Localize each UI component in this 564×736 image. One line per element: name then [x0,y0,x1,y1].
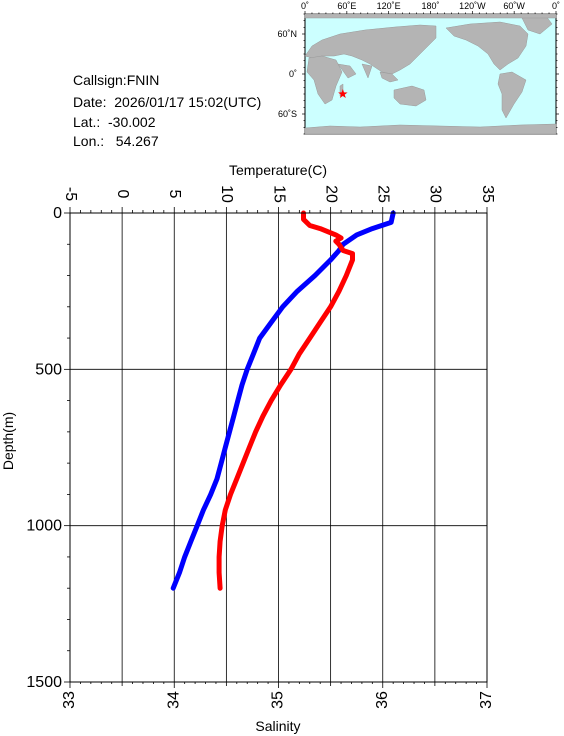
temperature-tick-label: 0 [114,190,131,199]
land-mass [304,13,557,19]
map-land [304,13,557,135]
depth-axis-title: Depth(m) [0,412,16,470]
temperature-tick-label: 10 [218,185,235,203]
station-marker-icon [338,89,348,98]
temperature-tick-label: 30 [427,185,444,203]
latitude-text: Lat.: -30.002 [73,114,156,130]
salinity-tick-label: 36 [374,691,391,709]
map-lon-label: 120˚W [459,1,486,11]
salinity-tick-label: 33 [61,691,78,709]
map-lon-labels: 0˚ 60˚E 120˚E 180˚ 120˚W 60˚W 0˚ [301,1,560,11]
longitude-text: Lon.: 54.267 [73,133,159,149]
map-lat-label: 60˚N [277,29,297,39]
temperature-tick-label: 15 [270,185,287,203]
land-mass [304,123,557,135]
salinity-tick-labels: 33 34 35 36 37 [61,691,495,709]
salinity-axis-title: Salinity [255,718,300,734]
map-lon-label: 120˚E [377,1,401,11]
land-mass [379,71,399,83]
map-lon-label: 60˚E [337,1,356,11]
temperature-tick-label: 20 [322,185,339,203]
depth-tick-labels: 0 500 1000 1500 [26,205,62,691]
land-mass [306,55,343,105]
map-lon-label: 0˚ [301,1,309,11]
map-lon-label: 0˚ [552,1,560,11]
depth-tick-label: 0 [53,205,62,222]
salinity-tick-label: 35 [270,691,287,709]
land-mass [393,85,427,107]
series-layer [170,210,396,591]
depth-tick-label: 1000 [26,518,62,535]
salinity-profile-line [216,210,355,591]
land-mass [361,63,373,79]
salinity-tick-label: 34 [165,691,182,709]
temperature-tick-label: 25 [375,185,392,203]
map-lat-label: 60˚S [278,109,297,119]
date-text: Date: 2026/01/17 15:02(UTC) [73,94,262,110]
location-map: 0˚ 60˚E 120˚E 180˚ 120˚W 60˚W 0˚ 60˚N 0˚… [277,1,560,135]
land-mass [497,71,527,119]
map-lat-labels: 60˚N 0˚ 60˚S [277,29,297,119]
temperature-tick-label: 35 [479,185,496,203]
salinity-tick-label: 37 [478,691,495,709]
temperature-tick-labels: -5 0 5 10 15 20 25 30 35 [62,185,496,203]
land-mass [337,63,357,79]
temperature-tick-label: -5 [62,187,79,201]
depth-tick-label: 500 [35,361,62,378]
land-mass [304,24,437,75]
depth-tick-label: 1500 [26,674,62,691]
land-mass [445,21,529,71]
map-lon-label: 60˚W [503,1,525,11]
axis-ticks [64,207,488,688]
map-ticks [302,11,559,135]
temperature-tick-label: 5 [166,190,183,199]
map-lat-label: 0˚ [289,69,297,79]
temperature-axis-title: Temperature(C) [229,162,327,178]
profile-chart: -5 0 5 10 15 20 25 30 35 33 34 35 36 37 … [0,162,496,734]
map-lon-label: 180˚ [421,1,439,11]
callsign-text: Callsign:FNIN [73,72,160,88]
